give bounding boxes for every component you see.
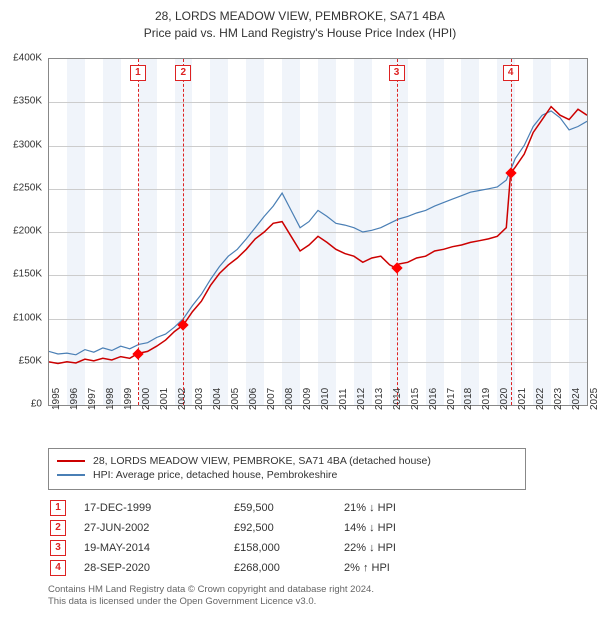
footer: Contains HM Land Registry data © Crown c…: [48, 584, 374, 609]
transaction-pct: 2% ↑ HPI: [344, 562, 504, 574]
x-axis-label: 2025: [589, 388, 600, 410]
y-axis-label: £250K: [13, 182, 42, 193]
title-line-2: Price paid vs. HM Land Registry's House …: [0, 25, 600, 42]
x-axis-label: 2017: [446, 388, 457, 410]
transaction-row: 4 28-SEP-2020£268,0002% ↑ HPI: [48, 558, 548, 578]
transaction-pct: 14% ↓ HPI: [344, 522, 504, 534]
event-line: [183, 59, 184, 405]
x-axis-label: 1998: [105, 388, 116, 410]
footer-line-2: This data is licensed under the Open Gov…: [48, 596, 374, 608]
transaction-pct: 21% ↓ HPI: [344, 502, 504, 514]
event-marker-box: 1: [130, 65, 146, 81]
x-axis-label: 2009: [302, 388, 313, 410]
x-axis-label: 2008: [284, 388, 295, 410]
y-axis-label: £0: [31, 399, 42, 410]
x-axis-label: 1995: [51, 388, 62, 410]
x-axis-label: 2007: [266, 388, 277, 410]
x-axis-label: 2004: [212, 388, 223, 410]
transaction-index-box: 3: [50, 540, 66, 556]
x-axis-label: 1999: [123, 388, 134, 410]
footer-line-1: Contains HM Land Registry data © Crown c…: [48, 584, 374, 596]
transaction-row: 2 27-JUN-2002£92,50014% ↓ HPI: [48, 518, 548, 538]
y-axis-label: £350K: [13, 96, 42, 107]
plot: 1 2 3 4: [48, 58, 588, 406]
legend-label: HPI: Average price, detached house, Pemb…: [93, 469, 337, 481]
transaction-date: 28-SEP-2020: [84, 562, 234, 574]
transaction-date: 27-JUN-2002: [84, 522, 234, 534]
legend-swatch: [57, 474, 85, 476]
transaction-date: 19-MAY-2014: [84, 542, 234, 554]
series-hpi: [49, 111, 587, 355]
y-axis-label: £50K: [19, 355, 42, 366]
y-axis-label: £400K: [13, 53, 42, 64]
event-marker-box: 3: [389, 65, 405, 81]
x-axis-label: 2003: [194, 388, 205, 410]
x-axis-label: 2014: [392, 388, 403, 410]
transaction-row: 1 17-DEC-1999£59,50021% ↓ HPI: [48, 498, 548, 518]
x-axis-label: 2013: [374, 388, 385, 410]
transaction-index-box: 1: [50, 500, 66, 516]
y-axis-label: £100K: [13, 312, 42, 323]
x-axis-label: 2024: [571, 388, 582, 410]
x-axis-label: 2020: [499, 388, 510, 410]
transaction-index-box: 4: [50, 560, 66, 576]
transaction-index-box: 2: [50, 520, 66, 536]
chart-title: 28, LORDS MEADOW VIEW, PEMBROKE, SA71 4B…: [0, 0, 600, 42]
legend-swatch: [57, 460, 85, 462]
x-axis-label: 2016: [428, 388, 439, 410]
x-axis-label: 2018: [463, 388, 474, 410]
x-axis-label: 2021: [517, 388, 528, 410]
x-axis-label: 2019: [481, 388, 492, 410]
title-line-1: 28, LORDS MEADOW VIEW, PEMBROKE, SA71 4B…: [0, 8, 600, 25]
x-axis-label: 2001: [159, 388, 170, 410]
x-axis-label: 2023: [553, 388, 564, 410]
transaction-price: £59,500: [234, 502, 344, 514]
event-line: [397, 59, 398, 405]
event-marker-box: 2: [175, 65, 191, 81]
x-axis-label: 2006: [248, 388, 259, 410]
legend-item: HPI: Average price, detached house, Pemb…: [57, 469, 517, 481]
x-axis-label: 2010: [320, 388, 331, 410]
legend: 28, LORDS MEADOW VIEW, PEMBROKE, SA71 4B…: [48, 448, 526, 490]
x-axis-label: 2012: [356, 388, 367, 410]
transaction-date: 17-DEC-1999: [84, 502, 234, 514]
transaction-price: £268,000: [234, 562, 344, 574]
legend-label: 28, LORDS MEADOW VIEW, PEMBROKE, SA71 4B…: [93, 455, 431, 467]
transaction-pct: 22% ↓ HPI: [344, 542, 504, 554]
plot-svg: [49, 59, 587, 405]
y-axis-label: £200K: [13, 226, 42, 237]
x-axis-label: 2002: [177, 388, 188, 410]
legend-item: 28, LORDS MEADOW VIEW, PEMBROKE, SA71 4B…: [57, 455, 517, 467]
x-axis-label: 2000: [141, 388, 152, 410]
x-axis-label: 2005: [230, 388, 241, 410]
transaction-row: 3 19-MAY-2014£158,00022% ↓ HPI: [48, 538, 548, 558]
event-line: [511, 59, 512, 405]
x-axis-label: 1996: [69, 388, 80, 410]
transaction-price: £92,500: [234, 522, 344, 534]
transaction-price: £158,000: [234, 542, 344, 554]
y-axis-label: £150K: [13, 269, 42, 280]
x-axis-label: 2011: [338, 388, 349, 410]
transaction-table: 1 17-DEC-1999£59,50021% ↓ HPI 2 27-JUN-2002…: [48, 498, 548, 578]
x-axis-label: 2022: [535, 388, 546, 410]
x-axis-label: 1997: [87, 388, 98, 410]
series-property: [49, 107, 587, 364]
chart-area: 1234 £0£50K£100K£150K£200K£250K£300K£350…: [48, 58, 588, 406]
x-axis-label: 2015: [410, 388, 421, 410]
event-marker-box: 4: [503, 65, 519, 81]
y-axis-label: £300K: [13, 139, 42, 150]
